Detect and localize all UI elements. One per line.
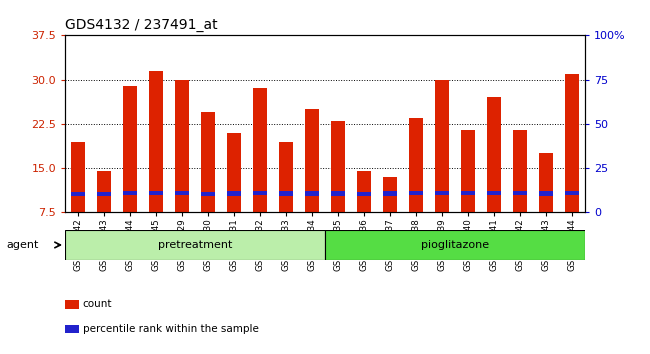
Bar [305, 191, 319, 196]
Bar [331, 121, 345, 212]
Text: agent: agent [6, 240, 39, 250]
Bar [331, 191, 345, 196]
Bar [461, 130, 475, 212]
Bar [383, 177, 397, 212]
Bar [149, 71, 163, 212]
Bar [253, 88, 267, 212]
Bar [97, 192, 111, 196]
Bar [71, 192, 85, 196]
Bar [227, 133, 241, 212]
Bar [253, 190, 267, 195]
Bar [461, 190, 475, 195]
Bar [357, 192, 371, 196]
Bar [123, 190, 137, 195]
Bar [279, 191, 293, 196]
Bar [383, 191, 397, 196]
Bar [409, 118, 423, 212]
Bar [435, 190, 449, 195]
Bar [123, 86, 137, 212]
Bar [97, 171, 111, 212]
Bar [409, 190, 423, 195]
Bar [279, 142, 293, 212]
Text: count: count [83, 299, 112, 309]
Bar [487, 190, 501, 195]
Bar [357, 171, 371, 212]
Text: percentile rank within the sample: percentile rank within the sample [83, 324, 259, 334]
Bar [227, 191, 241, 196]
Bar [513, 130, 527, 212]
Bar [435, 80, 449, 212]
Bar [539, 153, 553, 212]
Bar [201, 112, 215, 212]
Bar [539, 191, 553, 196]
Text: pretreatment: pretreatment [158, 240, 232, 250]
Bar [175, 80, 189, 212]
Bar [305, 109, 319, 212]
Bar [487, 97, 501, 212]
Bar [71, 142, 85, 212]
Bar [201, 192, 215, 196]
Bar [565, 190, 579, 195]
Bar [175, 190, 189, 195]
Bar [325, 230, 585, 260]
Text: GDS4132 / 237491_at: GDS4132 / 237491_at [65, 18, 218, 32]
Bar [149, 190, 163, 195]
Bar [65, 230, 325, 260]
Bar [513, 190, 527, 195]
Text: pioglitazone: pioglitazone [421, 240, 489, 250]
Bar [565, 74, 579, 212]
